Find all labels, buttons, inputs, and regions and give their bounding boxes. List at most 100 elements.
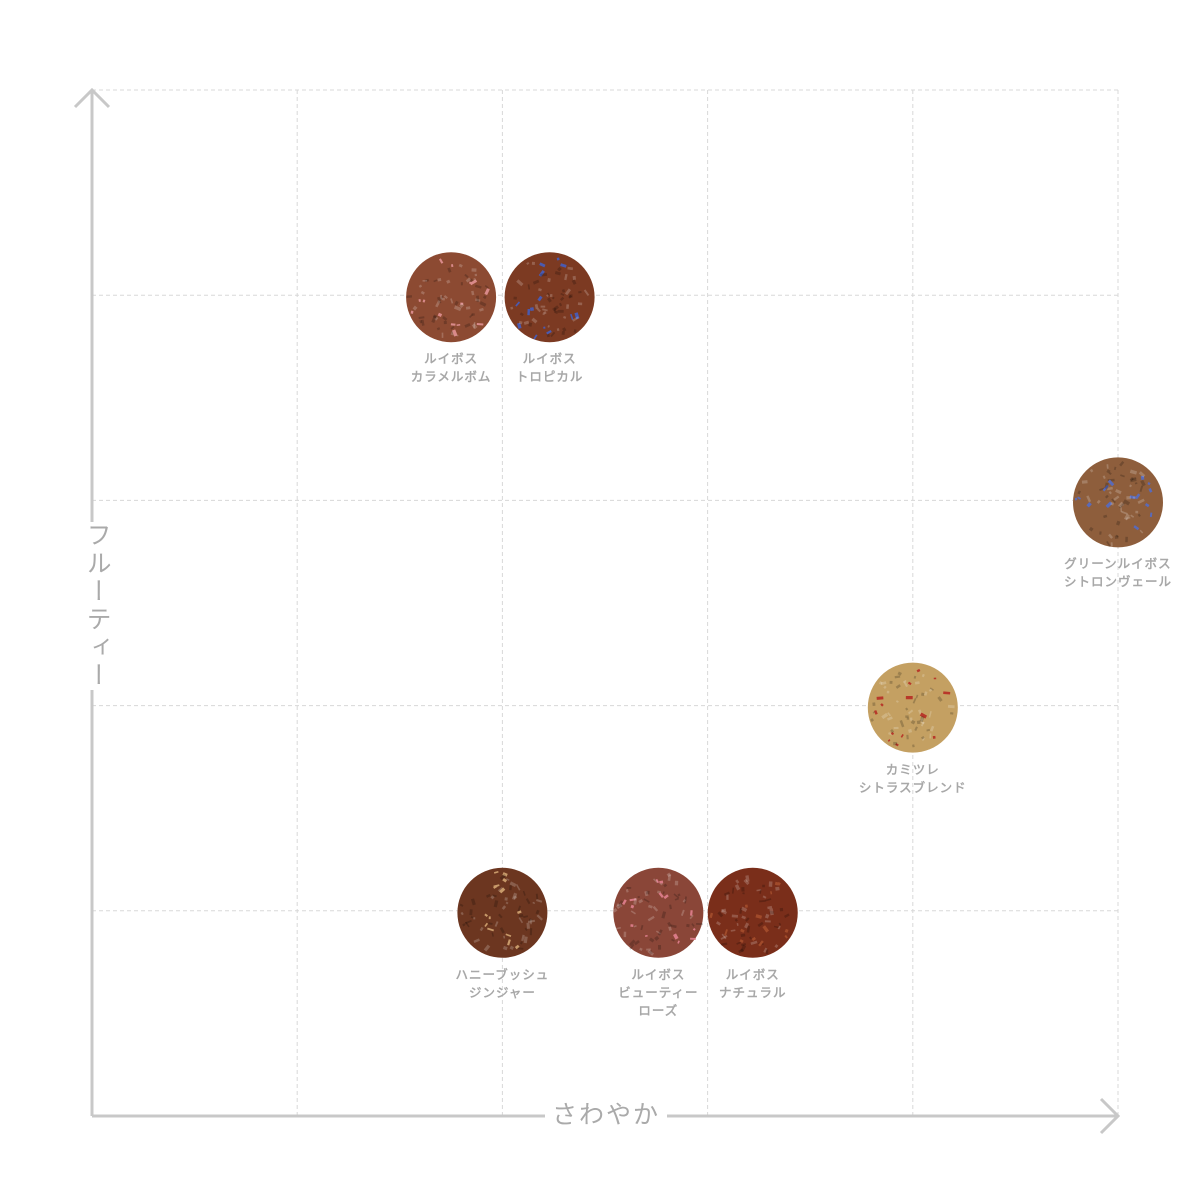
leaf-speck bbox=[532, 279, 540, 285]
leaf-speck bbox=[420, 290, 425, 295]
leaf-speck bbox=[484, 284, 489, 289]
leaf-speck bbox=[555, 310, 558, 314]
leaf-speck bbox=[920, 718, 924, 722]
leaf-speck bbox=[517, 322, 522, 329]
leaf-speck bbox=[419, 320, 423, 324]
leaf-speck bbox=[433, 279, 438, 283]
leaf-speck bbox=[937, 696, 943, 702]
leaf-speck bbox=[434, 316, 439, 321]
leaf-speck bbox=[539, 262, 546, 268]
leaf-speck bbox=[527, 284, 531, 290]
leaf-speck bbox=[1149, 512, 1153, 518]
leaf-speck bbox=[418, 284, 423, 288]
tea-point[interactable] bbox=[867, 662, 958, 753]
leaf-speck bbox=[1130, 478, 1137, 483]
leaf-speck bbox=[1115, 488, 1122, 495]
leaf-speck bbox=[1147, 482, 1151, 486]
leaf-speck bbox=[743, 878, 750, 886]
leaf-speck bbox=[920, 720, 925, 725]
leaf-speck bbox=[1108, 533, 1114, 539]
leaf-speck bbox=[895, 700, 899, 703]
leaf-speck bbox=[438, 258, 444, 264]
leaf-speck bbox=[726, 894, 729, 900]
leaf-speck bbox=[646, 890, 650, 895]
leaf-speck bbox=[928, 711, 932, 718]
leaf-speck bbox=[916, 720, 921, 725]
tea-label-line: ローズ bbox=[638, 1002, 679, 1018]
leaf-speck bbox=[915, 694, 919, 699]
tea-point[interactable] bbox=[1073, 457, 1163, 548]
tea-label: カミツレ シトラスブレンド bbox=[859, 761, 967, 797]
tea-point[interactable] bbox=[707, 867, 798, 958]
leaf-speck bbox=[549, 294, 553, 297]
leaf-speck bbox=[673, 933, 679, 940]
leaf-speck bbox=[513, 895, 518, 900]
leaf-speck bbox=[572, 275, 577, 280]
leaf-speck bbox=[471, 290, 475, 296]
leaf-speck bbox=[723, 891, 731, 897]
leaf-speck bbox=[1138, 471, 1146, 478]
leaf-speck bbox=[1104, 482, 1109, 490]
leaf-speck bbox=[682, 898, 687, 903]
leaf-speck bbox=[670, 924, 677, 929]
leaf-speck bbox=[887, 739, 891, 742]
tea-leaf-circle bbox=[867, 662, 958, 753]
leaf-speck bbox=[543, 326, 546, 329]
leaf-speck bbox=[501, 905, 507, 910]
leaf-speck bbox=[515, 884, 521, 891]
leaf-speck bbox=[677, 893, 681, 897]
leaf-speck bbox=[1108, 491, 1112, 495]
leaf-speck bbox=[667, 921, 672, 928]
leaf-speck bbox=[422, 279, 428, 282]
leaf-speck bbox=[406, 295, 413, 299]
leaf-speck bbox=[451, 264, 454, 268]
leaf-speck bbox=[1105, 501, 1113, 509]
leaf-speck bbox=[557, 309, 564, 313]
leaf-speck bbox=[1086, 495, 1092, 503]
leaf-speck bbox=[905, 695, 913, 700]
leaf-speck bbox=[612, 907, 618, 913]
leaf-speck bbox=[546, 294, 549, 298]
leaf-speck bbox=[1123, 499, 1131, 506]
leaf-speck bbox=[750, 940, 758, 946]
leaf-speck bbox=[921, 736, 925, 740]
leaf-speck bbox=[518, 913, 524, 918]
leaf-speck bbox=[1074, 497, 1078, 501]
leaf-speck bbox=[557, 266, 562, 272]
leaf-speck bbox=[655, 878, 660, 884]
leaf-speck bbox=[1140, 479, 1146, 487]
leaf-speck bbox=[890, 729, 895, 734]
tea-point[interactable] bbox=[406, 252, 497, 343]
leaf-speck bbox=[436, 327, 441, 331]
tea-point[interactable] bbox=[504, 252, 595, 343]
leaf-speck bbox=[1137, 513, 1141, 517]
leaf-speck bbox=[888, 732, 893, 736]
y-axis-label: フルーティー bbox=[72, 522, 112, 690]
leaf-speck bbox=[916, 668, 921, 673]
tea-point[interactable] bbox=[457, 867, 548, 958]
leaf-speck bbox=[492, 894, 497, 898]
leaf-speck bbox=[453, 305, 462, 312]
leaf-speck bbox=[617, 900, 624, 908]
leaf-speck bbox=[1129, 476, 1134, 482]
leaf-speck bbox=[870, 718, 875, 723]
leaf-speck bbox=[502, 872, 508, 877]
tea-point[interactable] bbox=[612, 867, 704, 958]
leaf-speck bbox=[759, 889, 762, 894]
leaf-speck bbox=[1096, 499, 1101, 504]
leaf-speck bbox=[456, 324, 461, 326]
leaf-speck bbox=[483, 944, 491, 952]
leaf-speck bbox=[914, 726, 918, 731]
leaf-speck bbox=[1134, 493, 1141, 500]
leaf-speck bbox=[923, 691, 928, 696]
leaf-speck bbox=[900, 733, 904, 738]
leaf-speck bbox=[503, 935, 506, 939]
tea-label-line: ルイボス bbox=[424, 351, 479, 367]
leaf-speck bbox=[519, 312, 524, 317]
leaf-speck bbox=[523, 915, 529, 919]
leaf-speck bbox=[509, 945, 514, 950]
leaf-speck bbox=[663, 894, 669, 900]
leaf-speck bbox=[913, 675, 917, 679]
leaf-speck bbox=[499, 927, 505, 934]
